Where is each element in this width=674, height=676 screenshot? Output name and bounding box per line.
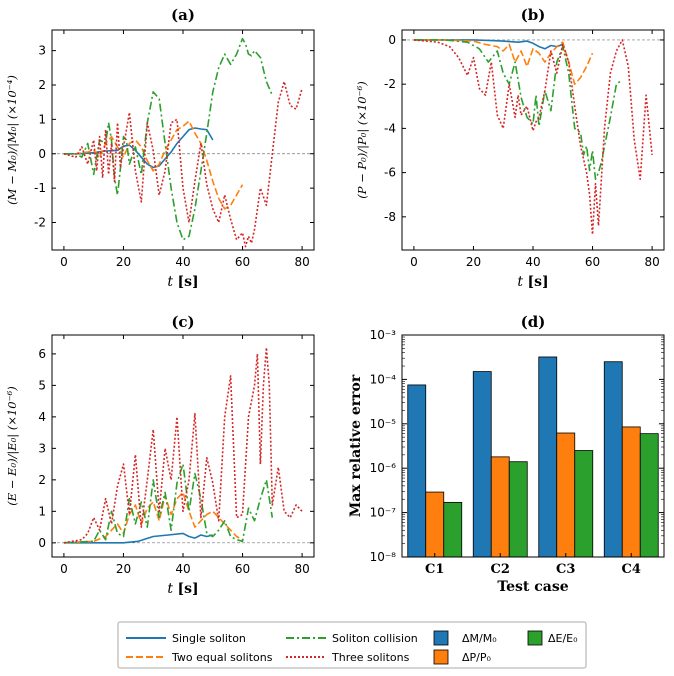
legend-swatch-dm [433, 630, 449, 646]
y-tick-label: 2 [38, 78, 46, 92]
y-axis-label: (M − M₀)/|M₀| (×10⁻⁴) [5, 75, 20, 205]
x-tick-label: 20 [466, 255, 481, 269]
series-line-single [63, 532, 213, 544]
y-tick-label: -2 [384, 77, 396, 91]
panel-title-d: (d) [521, 313, 546, 331]
bar-c1-collision [443, 501, 463, 558]
bar-c2-single [472, 371, 492, 558]
x-tick-label: 80 [644, 255, 659, 269]
series-line-collision [63, 37, 274, 241]
x-tick-label: 60 [585, 255, 600, 269]
bar-c1-single [407, 384, 427, 558]
bar-c1-two [425, 491, 445, 558]
y-axis-label: (P − P₀)/|P₀| (×10⁻⁶) [355, 81, 370, 199]
bar-c3-single [538, 356, 558, 558]
legend-label-three: Three solitons [331, 651, 410, 664]
bar-c4-two [621, 426, 641, 558]
series-line-two [413, 39, 594, 85]
panel-a: (a) 0 20 40 60 80 -2 -1 0 1 2 3 t [s] (M − M₀)/|M₀| (… [5, 6, 315, 290]
category-label: C4 [622, 562, 641, 577]
legend-label-dp: ΔP/P₀ [462, 651, 491, 664]
legend-label-de: ΔE/E₀ [548, 632, 578, 645]
y-tick-label: -4 [384, 121, 396, 135]
bar-c3-two [556, 432, 576, 558]
bar-c2-two [490, 456, 510, 558]
y-tick-label: 3 [38, 441, 46, 455]
plot-frame [51, 29, 315, 251]
legend-label-single: Single soliton [172, 632, 246, 645]
legend-frame [117, 621, 587, 669]
panel-c: (c) 0 20 40 60 80 0 1 2 3 4 5 6 t [s] (E − E₀)/|E₀| (×… [5, 313, 315, 597]
x-tick-label: 80 [294, 255, 309, 269]
bar-c4-collision [639, 433, 659, 558]
x-tick-label: 40 [175, 255, 190, 269]
category-label: C2 [491, 562, 510, 577]
y-tick-label: 0 [388, 33, 396, 47]
x-axis-label: t [s] [167, 581, 198, 597]
legend: Single soliton Two equal solitons Solito… [117, 621, 587, 669]
bar-c3-collision [574, 450, 594, 558]
category-label: C3 [556, 562, 575, 577]
series-line-three [413, 39, 653, 236]
y-tick-label: 3 [38, 44, 46, 58]
panel-b: (b) 0 20 40 60 80 -8 -6 -4 -2 0 t [s] (P − P₀)/|P₀| … [355, 6, 665, 290]
legend-swatch-de [527, 630, 543, 646]
panel-title-b: (b) [521, 6, 546, 24]
x-tick-label: 60 [235, 255, 250, 269]
series-line-two [63, 120, 244, 210]
y-tick-label: 1 [38, 112, 46, 126]
series-line-collision [413, 39, 623, 180]
x-tick-label: 20 [116, 255, 131, 269]
bar-c4-single [603, 361, 623, 558]
x-tick-label: 60 [235, 562, 250, 576]
x-tick-label: 80 [294, 562, 309, 576]
plot-frame [401, 29, 665, 251]
series-line-three [63, 80, 303, 248]
panel-title-c: (c) [171, 313, 194, 331]
legend-label-collision: Soliton collision [332, 632, 418, 645]
x-axis-label: t [s] [517, 274, 548, 290]
y-tick-label: 10⁻⁵ [370, 417, 397, 431]
x-tick-label: 40 [175, 562, 190, 576]
series-line-three [63, 346, 303, 544]
y-tick-label: 0 [38, 536, 46, 550]
y-tick-label: -1 [34, 181, 46, 195]
series-line-collision [63, 463, 274, 544]
category-label: C1 [425, 562, 444, 577]
legend-label-dm: ΔM/M₀ [462, 632, 497, 645]
y-tick-label: 4 [38, 410, 46, 424]
y-tick-label: -2 [34, 216, 46, 230]
x-tick-label: 0 [60, 562, 68, 576]
x-axis-label: Test case [497, 579, 568, 595]
y-tick-label: -6 [384, 166, 396, 180]
series-line-two [63, 491, 243, 544]
y-tick-label: 10⁻⁶ [370, 461, 397, 475]
y-axis-label: Max relative error [348, 374, 364, 517]
y-tick-label: 1 [38, 504, 46, 518]
bar-c2-collision [508, 461, 528, 558]
y-tick-label: 6 [38, 347, 46, 361]
y-tick-label: 10⁻⁸ [370, 550, 397, 564]
plot-frame [401, 334, 665, 558]
legend-label-two: Two equal solitons [171, 651, 273, 664]
legend-swatch-dp [433, 649, 449, 665]
y-tick-label: 10⁻⁷ [370, 506, 397, 520]
panel-d: (d) C1 C2 C3 C4 10⁻⁸ 10⁻⁷ 10⁻⁶ 10⁻⁵ 10⁻⁴ 10⁻³ Test … [348, 313, 665, 595]
y-tick-label: 2 [38, 473, 46, 487]
y-tick-label: -8 [384, 210, 396, 224]
x-tick-label: 0 [410, 255, 418, 269]
y-tick-label: 10⁻³ [370, 328, 397, 342]
y-axis-label: (E − E₀)/|E₀| (×10⁻⁶) [5, 386, 20, 506]
x-tick-label: 40 [525, 255, 540, 269]
series-line-single [413, 39, 564, 50]
x-tick-label: 0 [60, 255, 68, 269]
panel-title-a: (a) [171, 6, 195, 24]
y-tick-label: 5 [38, 378, 46, 392]
y-tick-label: 0 [38, 147, 46, 161]
x-axis-label: t [s] [167, 274, 198, 290]
y-tick-label: 10⁻⁴ [370, 372, 397, 386]
x-tick-label: 20 [116, 562, 131, 576]
